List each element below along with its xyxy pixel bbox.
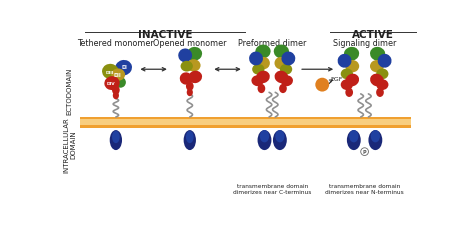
Ellipse shape <box>187 60 201 72</box>
Ellipse shape <box>347 130 361 151</box>
Ellipse shape <box>112 86 120 95</box>
Ellipse shape <box>251 76 264 87</box>
Text: Preformed dimer: Preformed dimer <box>238 38 306 47</box>
Ellipse shape <box>257 58 270 70</box>
Ellipse shape <box>102 65 119 80</box>
Text: ACTIVE: ACTIVE <box>352 30 394 40</box>
Ellipse shape <box>274 58 287 70</box>
Ellipse shape <box>376 88 384 97</box>
Text: DIV: DIV <box>107 82 116 86</box>
Ellipse shape <box>260 130 269 143</box>
Ellipse shape <box>368 130 383 151</box>
Ellipse shape <box>274 71 288 84</box>
Ellipse shape <box>275 130 284 143</box>
Ellipse shape <box>252 65 264 75</box>
Text: transmembrane domain
dimerizes near C-terminus: transmembrane domain dimerizes near C-te… <box>233 183 311 194</box>
Ellipse shape <box>186 131 194 144</box>
Ellipse shape <box>180 73 192 85</box>
Ellipse shape <box>376 69 389 80</box>
Ellipse shape <box>187 48 202 61</box>
Text: DIII: DIII <box>105 70 114 74</box>
Ellipse shape <box>279 85 287 94</box>
Ellipse shape <box>112 131 120 144</box>
Ellipse shape <box>341 80 353 91</box>
Ellipse shape <box>256 71 270 84</box>
Text: DI: DI <box>121 65 128 70</box>
Ellipse shape <box>111 69 125 81</box>
Ellipse shape <box>370 61 384 73</box>
Ellipse shape <box>186 82 194 91</box>
Ellipse shape <box>281 76 293 87</box>
Ellipse shape <box>178 49 192 63</box>
Ellipse shape <box>344 48 359 62</box>
Ellipse shape <box>255 45 271 59</box>
Ellipse shape <box>378 55 392 68</box>
Circle shape <box>361 148 368 156</box>
Ellipse shape <box>376 80 389 91</box>
Text: DII: DII <box>114 73 121 78</box>
Ellipse shape <box>187 89 193 97</box>
Ellipse shape <box>282 52 295 66</box>
Ellipse shape <box>104 77 120 91</box>
Ellipse shape <box>280 65 292 75</box>
Ellipse shape <box>349 130 358 143</box>
Text: EGF: EGF <box>331 77 343 82</box>
Ellipse shape <box>183 130 196 151</box>
Text: ECTODOMAIN: ECTODOMAIN <box>67 67 73 114</box>
Ellipse shape <box>346 88 353 97</box>
Ellipse shape <box>337 55 352 68</box>
Text: Opened monomer: Opened monomer <box>153 38 227 47</box>
Bar <box>80 120 411 126</box>
Text: transmembrane domain
dimerizes near N-terminus: transmembrane domain dimerizes near N-te… <box>325 183 404 194</box>
Ellipse shape <box>346 74 359 87</box>
Ellipse shape <box>315 78 329 92</box>
Ellipse shape <box>371 130 380 143</box>
Text: Signaling dimer: Signaling dimer <box>333 38 396 47</box>
Ellipse shape <box>257 130 272 151</box>
Ellipse shape <box>273 130 287 151</box>
Ellipse shape <box>113 92 119 100</box>
Ellipse shape <box>249 52 263 66</box>
Ellipse shape <box>370 74 384 87</box>
Text: INACTIVE: INACTIVE <box>138 30 192 40</box>
Bar <box>80 117 411 128</box>
Ellipse shape <box>115 61 132 76</box>
Ellipse shape <box>115 78 126 88</box>
Ellipse shape <box>109 130 122 151</box>
Ellipse shape <box>274 45 289 59</box>
Text: INTRACELLULAR
DOMAIN: INTRACELLULAR DOMAIN <box>63 117 76 172</box>
Ellipse shape <box>188 71 202 84</box>
Ellipse shape <box>181 61 193 72</box>
Ellipse shape <box>370 48 385 62</box>
Text: Tethered monomer: Tethered monomer <box>78 38 154 47</box>
Ellipse shape <box>257 85 265 94</box>
Ellipse shape <box>341 69 353 80</box>
Ellipse shape <box>346 61 359 73</box>
Text: P: P <box>363 149 366 154</box>
